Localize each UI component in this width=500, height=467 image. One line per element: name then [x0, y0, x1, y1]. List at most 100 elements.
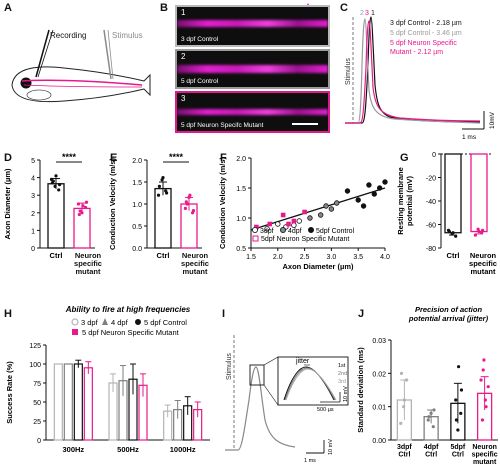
- g-point: [473, 233, 477, 237]
- f-point-2: [355, 197, 361, 203]
- scale-t-label: 1 ms: [462, 134, 477, 141]
- j-ytick-label: 0.00: [372, 438, 386, 445]
- micro-image-1: 1 3 dpf Control: [175, 5, 330, 47]
- f-point-2: [366, 182, 372, 188]
- h-legend-marker-1: [102, 318, 108, 325]
- h-ytick-label: 0: [37, 438, 41, 445]
- e-xlabel-1: specific: [181, 259, 209, 268]
- inset-box: [277, 356, 349, 406]
- chart-resting-potential: 0 -20 -40 -60 -80 Resting membrane potential (…: [396, 152, 497, 276]
- f-ytick-label: 2.0: [236, 156, 246, 163]
- scale-v-i: 10 mV: [328, 439, 334, 455]
- h-xlabel: 1000Hz: [170, 445, 196, 454]
- inset-trace-1: [283, 366, 335, 401]
- h-bar: [63, 363, 73, 441]
- j-point: [456, 365, 461, 369]
- f-point-1: [317, 212, 324, 218]
- g-point: [477, 229, 481, 234]
- j-point: [459, 388, 464, 392]
- f-legend-marker-2: [308, 227, 315, 234]
- h-ytick-label: 25: [33, 419, 41, 426]
- j-title-1: Precision of action: [415, 305, 483, 314]
- inset-label-1: 1st: [338, 363, 346, 369]
- panel-label-f: F: [220, 152, 227, 164]
- f-legend-label-1: 4dpf: [288, 228, 302, 235]
- e-point: [161, 176, 165, 180]
- d-point: [76, 202, 80, 206]
- panel-label-j: J: [358, 308, 365, 320]
- h-xlabel: 500Hz: [117, 445, 139, 454]
- peak-label-3: 3: [365, 10, 369, 17]
- stimulus-label: Stimulus: [112, 31, 143, 40]
- h-legend-label-2: 5 dpf Control: [144, 318, 187, 327]
- f-ytick-label: 0.5: [236, 246, 246, 253]
- j-xlabel-3: mutant: [473, 459, 497, 466]
- d-ytick-label: 1: [31, 228, 35, 235]
- panel-label-c: C: [340, 2, 348, 14]
- d-xlabel-1: specific: [74, 259, 102, 268]
- inset-scale-v: 10 mV: [343, 386, 349, 402]
- micro-image-2: 2 5 dpf Control: [175, 49, 330, 89]
- chart-diameter-vs-velocity: 0.5 1.0 1.5 2.0 1.5 2.0 2.5 3.0 3.5 4.0 Conduction…: [218, 156, 390, 271]
- g-ytick-label: -60: [426, 223, 436, 230]
- j-ylabel: Standard deviation (ms): [356, 347, 365, 433]
- g-xlabel-1: Neuron: [470, 251, 497, 260]
- panel-label-d: D: [4, 152, 12, 164]
- h-legend-label-1: 4 dpf: [111, 318, 129, 327]
- j-point: [482, 358, 486, 362]
- e-point: [156, 193, 161, 197]
- f-point-1: [307, 215, 313, 221]
- d-point: [78, 209, 82, 213]
- d-point: [57, 188, 61, 192]
- panel-label-e: E: [110, 152, 118, 164]
- f-xtick-label: 3.5: [353, 254, 363, 261]
- d-bar-0: [47, 183, 65, 249]
- f-trendline: [250, 187, 386, 231]
- h-ytick-label: 50: [33, 400, 41, 407]
- panel-label-b: B: [160, 2, 168, 14]
- chart-conduction-velocity: 0.0 0.5 1.0 1.5 2.0 Conduction Velocity (m/s)…: [108, 152, 209, 276]
- d-point: [54, 174, 58, 178]
- g-bar-1: [470, 153, 488, 233]
- d-ytick-label: 4: [31, 176, 35, 183]
- d-point: [53, 184, 57, 188]
- f-point-1: [323, 203, 329, 209]
- f-point-mutant: [254, 224, 259, 230]
- f-xtick-label: 2.0: [273, 254, 283, 261]
- f-legend-label-2: 5dpf Control: [316, 228, 355, 235]
- j-xlabel-1: 4dpf: [424, 444, 439, 451]
- f-legend-marker-1: [280, 227, 287, 234]
- peak-label-2: 2: [360, 10, 364, 17]
- stimulus-label: Stimulus: [345, 58, 352, 85]
- micro-image-3: 3 5 dpf Neuron Specifc Mutant: [175, 91, 330, 133]
- fish-axon: [21, 79, 143, 86]
- e-point: [165, 191, 169, 195]
- e-bar-0: [154, 187, 172, 249]
- e-point: [188, 193, 192, 197]
- e-xlabel-1: Neuron: [182, 251, 209, 260]
- d-point: [84, 200, 89, 204]
- f-point-0: [264, 226, 270, 232]
- h-legend-label-0: 3 dpf: [81, 318, 99, 327]
- j-point: [432, 408, 436, 412]
- chart-success-rate: Ability to fire at high frequencies 0 25 50…: [5, 305, 210, 454]
- d-point: [84, 205, 88, 210]
- inset-scale-t: 500 µs: [317, 407, 334, 413]
- j-ytick-label: 0.02: [372, 371, 386, 378]
- f-legend-marker-3: [252, 235, 259, 242]
- f-point-2: [360, 203, 367, 209]
- f-ytick-label: 1.5: [236, 186, 246, 193]
- h-legend-marker-3: [72, 329, 78, 335]
- fish-eye: [20, 77, 32, 89]
- micro-caption-3: 5 dpf Neuron Specifc Mutant: [181, 122, 264, 129]
- e-ylabel: Conduction Velocity (m/s): [108, 157, 117, 250]
- f-xtick-label: 1.5: [246, 254, 256, 261]
- f-xlabel: Axon Diameter (µm): [282, 262, 354, 271]
- ap-trace: [225, 366, 296, 451]
- g-point: [481, 228, 485, 232]
- f-point-0: [275, 221, 281, 227]
- e-xlabel-0: Ctrl: [157, 251, 170, 260]
- j-point: [454, 398, 458, 402]
- recording-electrode: [35, 29, 50, 78]
- e-ytick-label: 0.0: [132, 246, 142, 253]
